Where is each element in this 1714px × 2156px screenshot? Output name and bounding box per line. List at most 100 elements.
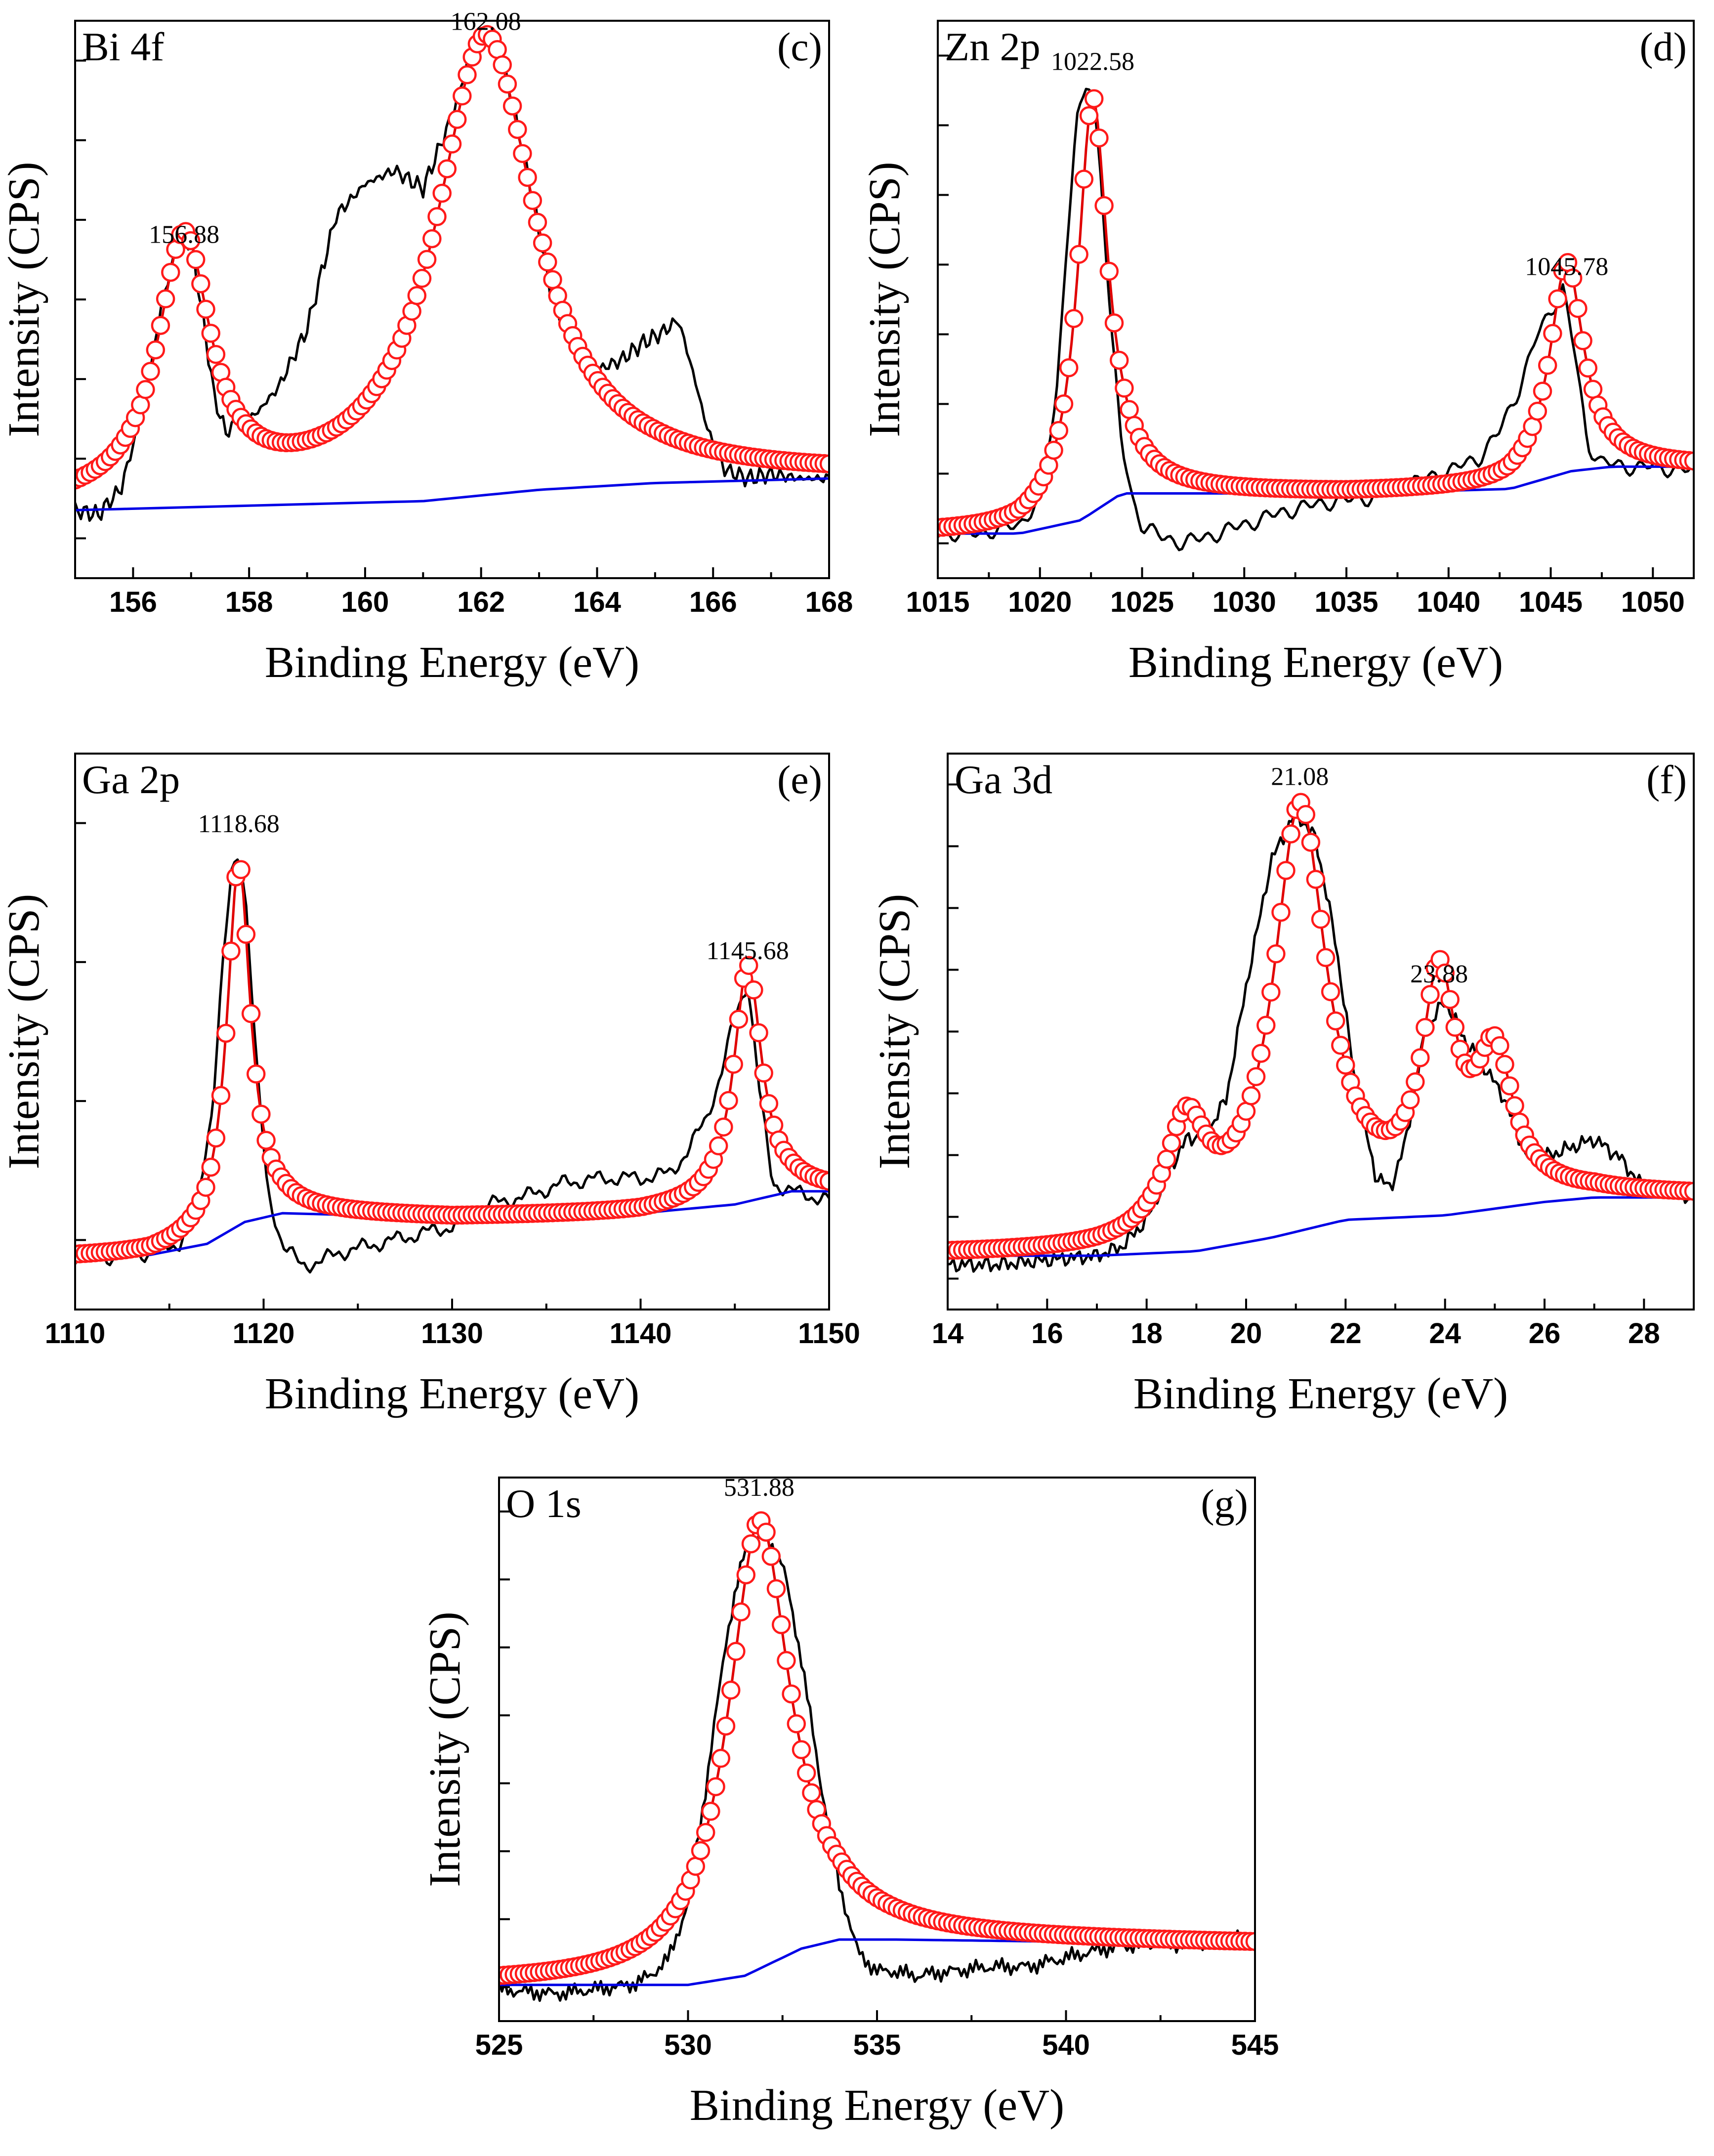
fit-marker [523,191,543,210]
fit-marker [221,941,241,961]
fit-marker [151,316,170,335]
fit-marker [731,1602,751,1622]
x-tick-label: 525 [475,2029,523,2061]
fit-marker [1528,401,1547,421]
x-tick-label: 1130 [421,1317,483,1350]
x-tick-label: 168 [805,586,853,618]
fit-marker [231,860,251,880]
x-axis-title: Binding Energy (eV) [690,2081,1064,2130]
fit-marker [1044,440,1063,460]
panel-letter: (f) [1646,757,1687,802]
x-tick-label: 22 [1330,1317,1362,1350]
fit-marker [1321,982,1340,1002]
fit-marker [819,1172,829,1191]
fit-marker [458,65,477,85]
fit-marker [1115,379,1134,398]
fit-marker [759,1094,779,1113]
fit-marker [691,1841,711,1860]
series-background-line [948,1196,1694,1257]
x-tick-label: 1035 [1315,586,1379,618]
x-tick-label: 535 [853,2029,901,2061]
fit-marker [201,1157,220,1177]
fit-marker [766,1579,786,1599]
fit-marker [716,1716,736,1736]
fit-marker [719,1091,738,1110]
fit-marker [453,86,472,106]
panel-title: Zn 2p [945,24,1041,69]
panel-letter: (g) [1201,1481,1248,1526]
fit-marker [1490,1036,1509,1056]
fit-marker [1266,944,1286,964]
panel-zn-2p: 1015 1020 1025 1030 1035 1040 1045 1050 Binding … [860,20,1695,687]
fit-marker [711,1749,731,1768]
fit-marker [206,1128,226,1148]
fit-marker [533,233,552,253]
fit-marker [696,1822,715,1842]
peak-label: 162.08 [451,8,521,36]
y-axis-title: Intensity (CPS) [860,162,909,437]
fit-marker [417,250,437,269]
fit-marker [1684,451,1694,471]
fit-marker [191,274,210,294]
fit-marker [528,212,547,232]
panel-title: O 1s [506,1481,582,1526]
fit-marker [513,144,532,163]
y-axis-title: Intensity (CPS) [420,1611,469,1887]
x-tick-label: 160 [341,586,389,618]
panel-title: Bi 4f [82,24,165,69]
panel-letter: (d) [1639,24,1687,69]
fit-marker [792,1740,811,1760]
fit-marker [256,1131,276,1150]
fit-marker [1256,1015,1276,1035]
fit-marker [498,74,517,94]
fit-marker [714,1117,733,1137]
fit-marker [412,269,432,288]
fit-marker [741,1534,761,1554]
fit-marker [543,270,562,290]
fit-marker [1261,982,1281,1002]
fit-marker [186,250,206,269]
fit-marker [156,289,175,309]
fit-marker [251,1104,271,1124]
fit-marker [1311,910,1331,929]
fit-marker [447,110,467,129]
x-axis-title: Binding Energy (eV) [265,1369,639,1418]
fit-marker [787,1714,806,1733]
fit-marker [1563,268,1583,288]
peak-label: 1022.58 [1051,47,1134,76]
y-axis-title: Intensity (CPS) [0,894,48,1170]
fit-marker [782,1684,801,1704]
x-tick-label: 1140 [610,1317,672,1350]
fit-marker [241,1004,261,1023]
fit-marker [1276,861,1296,880]
series-background-line [75,477,829,511]
fit-marker [1331,1036,1350,1055]
x-tick-label: 24 [1429,1317,1461,1350]
fit-marker [1281,824,1300,844]
fit-marker [1084,89,1104,108]
panel-bi-4f: 156 158 160 162 164 166 168 Binding Energy (eV)… [0,8,853,687]
panel-letter: (c) [777,24,822,69]
plot-frame [74,20,830,579]
fit-marker [442,134,462,154]
peak-label: 1045.78 [1525,253,1608,281]
panel-title: Ga 3d [955,757,1052,802]
fit-marker [1079,106,1099,126]
x-axis-title: Binding Energy (eV) [1133,1369,1508,1418]
fit-marker [181,231,201,251]
fit-marker [721,1680,741,1700]
x-tick-label: 20 [1230,1317,1262,1350]
fit-marker [216,1023,236,1043]
fit-marker [427,207,447,226]
fit-marker [726,1642,746,1661]
fit-marker [1411,1048,1430,1067]
fit-marker [1069,245,1088,264]
fit-marker [777,1651,796,1670]
fit-marker [1109,350,1129,370]
fit-marker [518,168,537,187]
x-tick-label: 1040 [1417,586,1480,618]
peak-label: 531.88 [724,1474,794,1502]
fit-marker [724,1055,743,1074]
fit-marker [1236,1101,1256,1121]
panel-ga-2p: 1110 1120 1130 1140 1150 Binding Energy (eV) I… [0,753,860,1418]
